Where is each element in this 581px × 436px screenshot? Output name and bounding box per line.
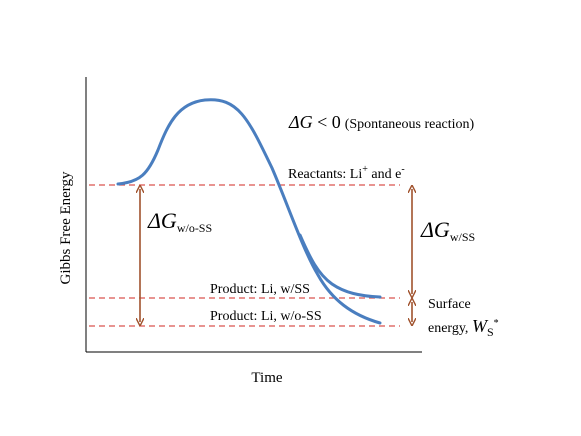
reaction-curve-wo-ss [116,98,382,325]
surface-energy-line1: Surface [428,297,471,312]
reaction-curve-w-ss [298,233,382,299]
delta-g-w-ss-symbol: ΔG [421,217,450,242]
li-charge: + [362,164,368,175]
surface-energy-text: energy, [428,321,472,336]
reactants-label: Reactants: Li+ and e- [288,165,405,182]
inequality: < 0 [312,112,341,132]
ws-symbol: W [471,316,487,336]
surface-energy-line2: energy, WS* [428,317,499,338]
delta-g-symbol: ΔG [289,112,313,132]
reactants-and: and e [367,167,402,182]
ws-subscript: S [486,325,494,339]
reactants-text: Reactants: Li [288,167,363,182]
x-axis-label: Time [251,370,282,386]
product-wo-ss-label: Product: Li, w/o-SS [210,309,322,324]
y-axis-label: Gibbs Free Energy [58,171,74,285]
delta-g-w-ss-subscript: w/SS [449,230,476,244]
spontaneous-note: (Spontaneous reaction) [344,117,475,132]
spontaneous-reaction-label: ΔG < 0 (Spontaneous reaction) [289,113,474,132]
delta-g-wo-ss-subscript: w/o-SS [176,221,213,235]
electron-charge: - [401,164,405,175]
ws-superscript: * [493,318,499,329]
product-w-ss-label: Product: Li, w/SS [210,282,310,297]
delta-g-wo-ss-label: ΔGw/o-SS [148,208,213,235]
delta-g-wo-ss-symbol: ΔG [148,208,177,233]
delta-g-w-ss-label: ΔGw/SS [421,217,476,244]
